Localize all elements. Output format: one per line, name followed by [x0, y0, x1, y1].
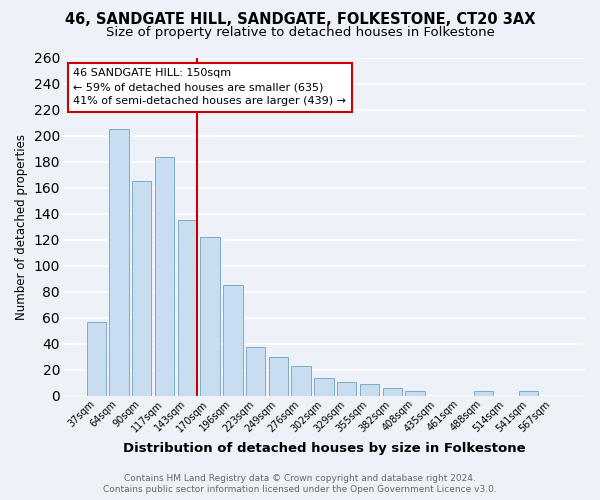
Y-axis label: Number of detached properties: Number of detached properties	[15, 134, 28, 320]
Bar	[383, 388, 402, 396]
Bar	[155, 157, 174, 396]
Bar	[223, 286, 242, 396]
X-axis label: Distribution of detached houses by size in Folkestone: Distribution of detached houses by size …	[122, 442, 525, 455]
Bar	[406, 391, 425, 396]
Text: Contains HM Land Registry data © Crown copyright and database right 2024.
Contai: Contains HM Land Registry data © Crown c…	[103, 474, 497, 494]
Bar	[519, 391, 538, 396]
Bar	[337, 382, 356, 396]
Text: Size of property relative to detached houses in Folkestone: Size of property relative to detached ho…	[106, 26, 494, 39]
Bar	[200, 238, 220, 396]
Bar	[314, 378, 334, 396]
Bar	[292, 366, 311, 396]
Bar	[246, 346, 265, 396]
Bar	[86, 322, 106, 396]
Bar	[132, 182, 151, 396]
Bar	[109, 130, 128, 396]
Bar	[269, 357, 288, 396]
Bar	[178, 220, 197, 396]
Bar	[473, 391, 493, 396]
Bar	[360, 384, 379, 396]
Text: 46 SANDGATE HILL: 150sqm
← 59% of detached houses are smaller (635)
41% of semi-: 46 SANDGATE HILL: 150sqm ← 59% of detach…	[73, 68, 346, 106]
Text: 46, SANDGATE HILL, SANDGATE, FOLKESTONE, CT20 3AX: 46, SANDGATE HILL, SANDGATE, FOLKESTONE,…	[65, 12, 535, 28]
